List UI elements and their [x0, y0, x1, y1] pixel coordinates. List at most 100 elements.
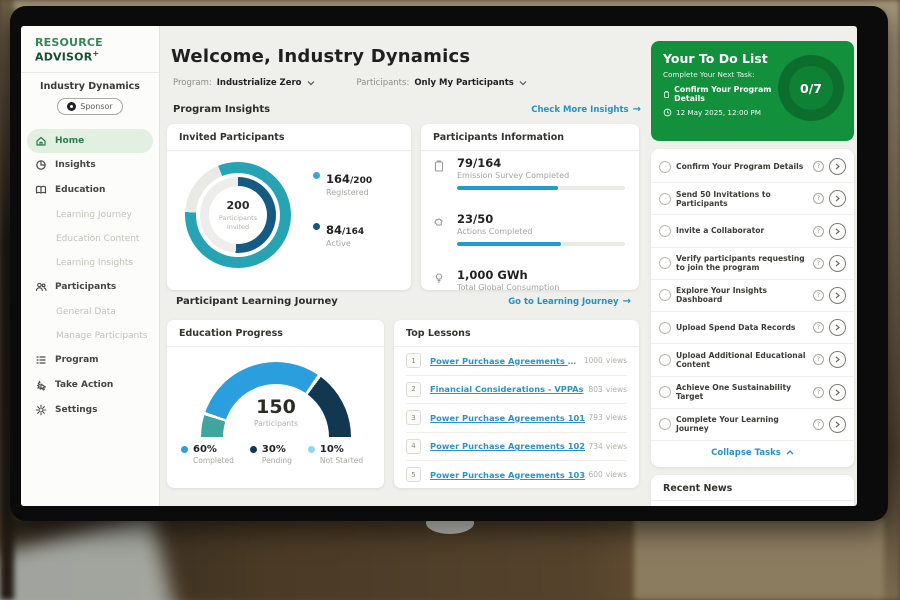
sidebar-item-participants[interactable]: Participants: [21, 275, 159, 300]
chevron-right-button[interactable]: [829, 286, 846, 304]
link-label: Check More Insights: [531, 104, 629, 115]
program-dropdown[interactable]: Program: Industrialize Zero: [173, 78, 315, 88]
task-row-verify-participants[interactable]: Verify participants requesting to join t…: [651, 248, 854, 280]
task-row-upload-educational-content[interactable]: Upload Additional Educational Content ?: [651, 344, 854, 377]
help-icon[interactable]: ?: [813, 161, 824, 173]
todo-title: Your To Do List: [663, 51, 768, 66]
collapse-tasks-link[interactable]: Collapse Tasks: [651, 441, 854, 465]
sidebar-item-learning-insights[interactable]: Learning Insights: [21, 251, 159, 275]
help-icon[interactable]: ?: [813, 257, 824, 269]
lesson-views: 600: [588, 470, 603, 480]
sidebar-item-education-content[interactable]: Education Content: [21, 227, 159, 251]
sidebar-item-settings[interactable]: Settings: [21, 398, 159, 423]
section-title: Program Insights: [173, 104, 271, 115]
lesson-views: 1000: [583, 356, 603, 366]
chevron-right-button[interactable]: [829, 158, 846, 176]
lesson-link[interactable]: Power Purchase Agreements 101: [430, 412, 586, 423]
task-checkbox[interactable]: [659, 160, 671, 173]
lesson-row: 5 Power Purchase Agreements 103 600 views: [406, 461, 627, 489]
arrow-right-icon: →: [632, 103, 641, 115]
chevron-right-button[interactable]: [829, 383, 846, 401]
todo-next-task: Confirm Your Program Details: [663, 85, 778, 103]
help-icon[interactable]: ?: [813, 225, 824, 237]
chevron-right-button[interactable]: [829, 319, 846, 337]
sidebar-item-program[interactable]: Program: [21, 348, 159, 373]
lesson-link[interactable]: Power Purchase Agreements 102: [430, 441, 586, 452]
card-title: Education Progress: [167, 320, 384, 347]
task-checkbox[interactable]: [659, 386, 671, 399]
legend-item-active: 84/164 Active: [313, 219, 372, 248]
stat-label: Total Global Consumption: [457, 283, 560, 292]
donut-legend: 164/200 Registered 84/164 Active: [313, 168, 372, 248]
logo-resource: RESOURCE: [35, 36, 103, 49]
education-progress-card: Education Progress 150 Participants 60% …: [167, 320, 384, 488]
help-icon[interactable]: ?: [813, 289, 824, 301]
card-title: Participants Information: [421, 124, 639, 151]
check-more-insights-link[interactable]: Check More Insights →: [531, 103, 641, 115]
settings-icon: [35, 404, 47, 416]
task-checkbox[interactable]: [659, 321, 671, 334]
lesson-link[interactable]: Financial Considerations - VPPAs: [430, 384, 584, 395]
task-checkbox[interactable]: [659, 192, 671, 205]
clipboard-icon: [664, 90, 670, 98]
chevron-right-button[interactable]: [829, 351, 846, 369]
lesson-link[interactable]: Power Purchase Agreements 101: [430, 355, 581, 366]
chevron-right-button[interactable]: [829, 190, 846, 208]
sidebar-item-take-action[interactable]: Take Action: [21, 373, 159, 398]
participants-label: Participants:: [356, 78, 410, 88]
go-to-learning-journey-link[interactable]: Go to Learning Journey →: [508, 296, 631, 307]
sidebar-item-insights[interactable]: Insights: [21, 153, 159, 178]
participants-dropdown[interactable]: Participants: Only My Participants: [357, 78, 527, 88]
task-checkbox[interactable]: [659, 225, 671, 238]
actions-icon: [434, 218, 443, 226]
sidebar-item-label: Participants: [55, 282, 117, 293]
sidebar-item-education[interactable]: Education: [21, 178, 159, 203]
task-row-invite-collaborator[interactable]: Invite a Collaborator ?: [651, 215, 854, 248]
task-row-complete-learning-journey[interactable]: Complete Your Learning Journey ?: [651, 409, 854, 441]
sidebar-item-learning-journey[interactable]: Learning Journey: [21, 203, 159, 227]
chevron-right-button[interactable]: [829, 222, 846, 240]
gauge-center-value: 150: [256, 396, 296, 418]
task-checkbox[interactable]: [659, 353, 671, 366]
task-row-confirm-program[interactable]: Confirm Your Program Details ?: [651, 151, 854, 184]
help-icon[interactable]: ?: [813, 193, 824, 205]
lesson-views: 803: [588, 384, 603, 394]
task-row-upload-spend-data[interactable]: Upload Spend Data Records ?: [651, 312, 854, 345]
task-row-send-invitations[interactable]: Send 50 Invitations to Participants ?: [651, 183, 854, 216]
education-icon: [35, 185, 47, 194]
task-row-explore-insights[interactable]: Explore Your Insights Dashboard ?: [651, 280, 854, 313]
chevron-up-icon: [786, 450, 794, 455]
help-icon[interactable]: ?: [813, 386, 824, 398]
lesson-rank: 1: [406, 353, 421, 369]
legend-dot: [249, 446, 257, 453]
help-icon[interactable]: ?: [813, 354, 824, 366]
program-icon: [36, 356, 46, 364]
lesson-rank: 5: [406, 467, 421, 483]
sidebar-item-home[interactable]: Home: [27, 128, 153, 153]
participants-icon: [35, 282, 47, 292]
chevron-right-button[interactable]: [829, 254, 846, 272]
task-checkbox[interactable]: [659, 289, 671, 302]
help-icon[interactable]: ?: [813, 322, 824, 334]
sidebar-item-general-data[interactable]: General Data: [21, 300, 159, 324]
sponsor-badge[interactable]: Sponsor: [57, 97, 123, 115]
program-label: Program:: [173, 78, 212, 88]
monitor-bezel: RESOURCE ADVISOR+ Industry Dynamics Spon…: [10, 6, 888, 521]
legend-item-not-started: 10% Not Started: [307, 444, 363, 465]
task-checkbox[interactable]: [659, 418, 671, 431]
help-icon[interactable]: ?: [813, 418, 824, 430]
app-logo: RESOURCE ADVISOR+: [21, 26, 159, 73]
task-row-achieve-target[interactable]: Achieve One Sustainability Target ?: [651, 377, 854, 409]
todo-subtitle: Complete Your Next Task:: [663, 70, 755, 79]
stat-emission-survey: 79/164 Emission Survey Completed: [433, 156, 625, 190]
lesson-row: 3 Power Purchase Agreements 101 793 views: [406, 404, 627, 433]
sidebar-item-manage-participants[interactable]: Manage Participants: [21, 324, 159, 348]
task-checkbox[interactable]: [659, 257, 671, 270]
recent-news-title: Recent News: [651, 475, 854, 501]
gauge-center: 150 Participants: [201, 396, 351, 429]
actions-progress-bar: [457, 242, 625, 246]
lesson-link[interactable]: Power Purchase Agreements 103: [430, 469, 586, 480]
stat-label: Emission Survey Completed: [457, 171, 570, 180]
chevron-right-button[interactable]: [829, 415, 846, 433]
sidebar-item-label: Settings: [55, 405, 98, 416]
